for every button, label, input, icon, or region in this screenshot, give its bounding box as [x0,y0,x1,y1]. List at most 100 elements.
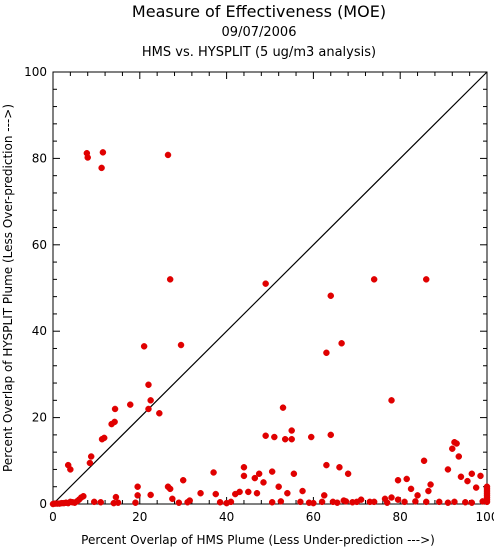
data-point [175,499,183,506]
data-point [323,461,330,469]
x-tick-label: 40 [219,510,234,524]
data-point [145,381,152,389]
data-point [210,469,217,476]
data-point [281,435,289,443]
y-tick-label: 40 [32,324,47,338]
data-point [284,489,291,497]
data-point [134,483,141,490]
data-point [179,476,187,484]
data-point [414,492,421,499]
data-points-group [49,149,491,508]
data-point [453,440,460,447]
data-point [245,488,252,496]
data-point [412,498,419,505]
data-point [288,435,295,443]
data-point [147,491,154,499]
data-point [407,485,415,493]
data-point [232,490,239,498]
x-tick-label: 60 [306,510,321,524]
data-point [436,498,443,506]
data-point [216,499,224,506]
x-tick-label: 20 [132,510,147,524]
chart-title: Measure of Effectiveness (MOE) [132,2,386,21]
data-point [134,492,141,499]
data-point [310,499,317,507]
data-point [297,498,304,506]
x-tick-labels-group: 0 20 40 60 80 100 [49,510,494,524]
data-point [260,479,267,486]
data-point [344,470,352,478]
y-tick-label: 60 [32,238,47,252]
reference-line-group [52,71,488,505]
y-tick-label: 20 [32,411,47,425]
data-point [477,472,484,480]
y-axis-label: Percent Overlap of HYSPLIT Plume (Less O… [1,104,15,472]
data-point [394,476,402,484]
data-point [112,493,120,501]
data-point [99,149,107,156]
data-point [268,499,276,506]
data-point [468,499,476,506]
data-point [318,498,326,506]
data-point [156,410,163,417]
data-point [223,499,230,507]
x-tick-label: 100 [476,510,494,524]
x-tick-label: 0 [49,510,57,524]
y-tick-label: 0 [39,497,47,511]
y-tick-label: 100 [24,65,47,79]
data-point [67,466,74,473]
data-point [401,498,408,506]
data-point [132,499,139,506]
data-point [253,489,261,497]
data-point [140,343,148,350]
data-point [462,499,469,506]
y-tick-label: 80 [32,151,47,165]
data-point [147,397,154,404]
data-point [422,498,430,506]
data-point [166,276,174,283]
data-point [370,276,378,283]
data-point [323,349,330,357]
data-point [444,499,452,506]
data-point [420,457,428,465]
chart-subtitle-comparison: HMS vs. HYSPLIT (5 ug/m3 analysis) [142,45,376,60]
chart-subtitle-date: 09/07/2006 [222,25,297,40]
data-point [111,405,119,413]
data-point [290,470,298,478]
data-point [164,151,172,159]
data-point [425,487,432,495]
data-point [262,280,269,287]
data-point [271,433,278,441]
data-point [422,276,430,283]
data-point [262,432,269,439]
data-point [90,498,98,506]
data-point [338,340,345,347]
data-point [336,464,343,471]
data-point [169,495,176,503]
data-point [403,475,410,483]
data-point [288,427,295,434]
data-point [427,481,434,488]
data-point [84,154,91,161]
data-point [240,464,248,471]
data-point [111,418,118,426]
data-point [212,490,219,498]
data-point [177,341,185,349]
data-point [251,474,259,482]
data-point [388,397,395,404]
data-point [98,164,105,172]
data-point [100,434,108,442]
data-point [197,489,204,497]
data-point [342,498,350,505]
y-tick-labels-group: 0 20 40 60 80 100 [24,65,47,511]
data-point [483,483,491,490]
data-point [329,498,337,506]
one-to-one-reference-line [52,71,488,505]
data-point [299,487,306,495]
data-point [240,472,248,480]
x-axis-label: Percent Overlap of HMS Plume (Less Under… [81,533,435,547]
data-point [444,466,452,473]
data-point [255,470,263,478]
data-point [449,445,456,452]
